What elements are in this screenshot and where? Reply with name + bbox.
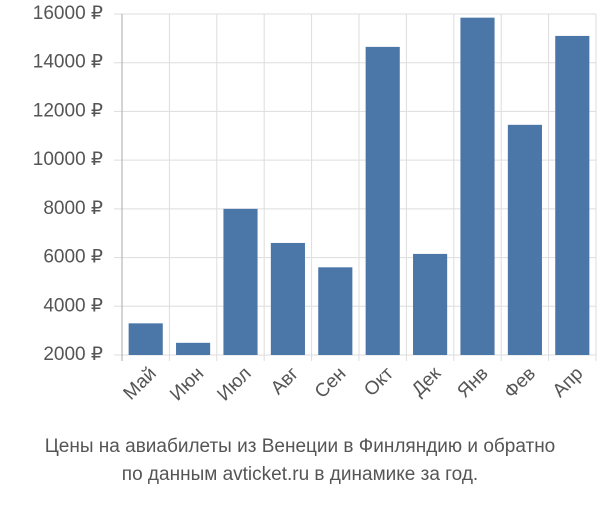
x-tick-label: Июн [166, 363, 208, 405]
y-tick-label: 12000 ₽ [33, 100, 103, 121]
bar [460, 17, 495, 356]
x-tick-label: Май [120, 363, 161, 404]
y-tick-label: 10000 ₽ [33, 149, 103, 170]
x-tick-label: Июл [213, 363, 255, 405]
y-tick-label: 2000 ₽ [43, 344, 103, 365]
bar [176, 342, 211, 355]
y-tick-label: 8000 ₽ [43, 198, 103, 219]
x-tick-label: Авг [267, 363, 303, 399]
x-tick-label: Окт [360, 363, 398, 401]
bar [365, 46, 400, 355]
bar [413, 253, 448, 355]
bar [507, 124, 542, 355]
y-tick-label: 4000 ₽ [43, 295, 103, 316]
y-tick-label: 14000 ₽ [33, 52, 103, 73]
chart-title: Цены на авиабилеты из Венеции в Финлянди… [45, 436, 556, 457]
x-tick-label: Сен [311, 363, 350, 402]
chart-subtitle: по данным avticket.ru в динамике за год. [122, 464, 478, 485]
bar [223, 208, 258, 355]
bar [318, 267, 353, 355]
bar [555, 35, 590, 356]
y-tick-label: 16000 ₽ [33, 3, 103, 24]
x-tick-label: Янв [453, 363, 492, 402]
x-tick-label: Дек [408, 363, 446, 401]
y-tick-label: 6000 ₽ [43, 247, 103, 268]
bar [270, 242, 305, 355]
bar [128, 323, 163, 355]
x-tick-label: Фев [500, 363, 540, 403]
x-tick-label: Апр [549, 363, 588, 402]
